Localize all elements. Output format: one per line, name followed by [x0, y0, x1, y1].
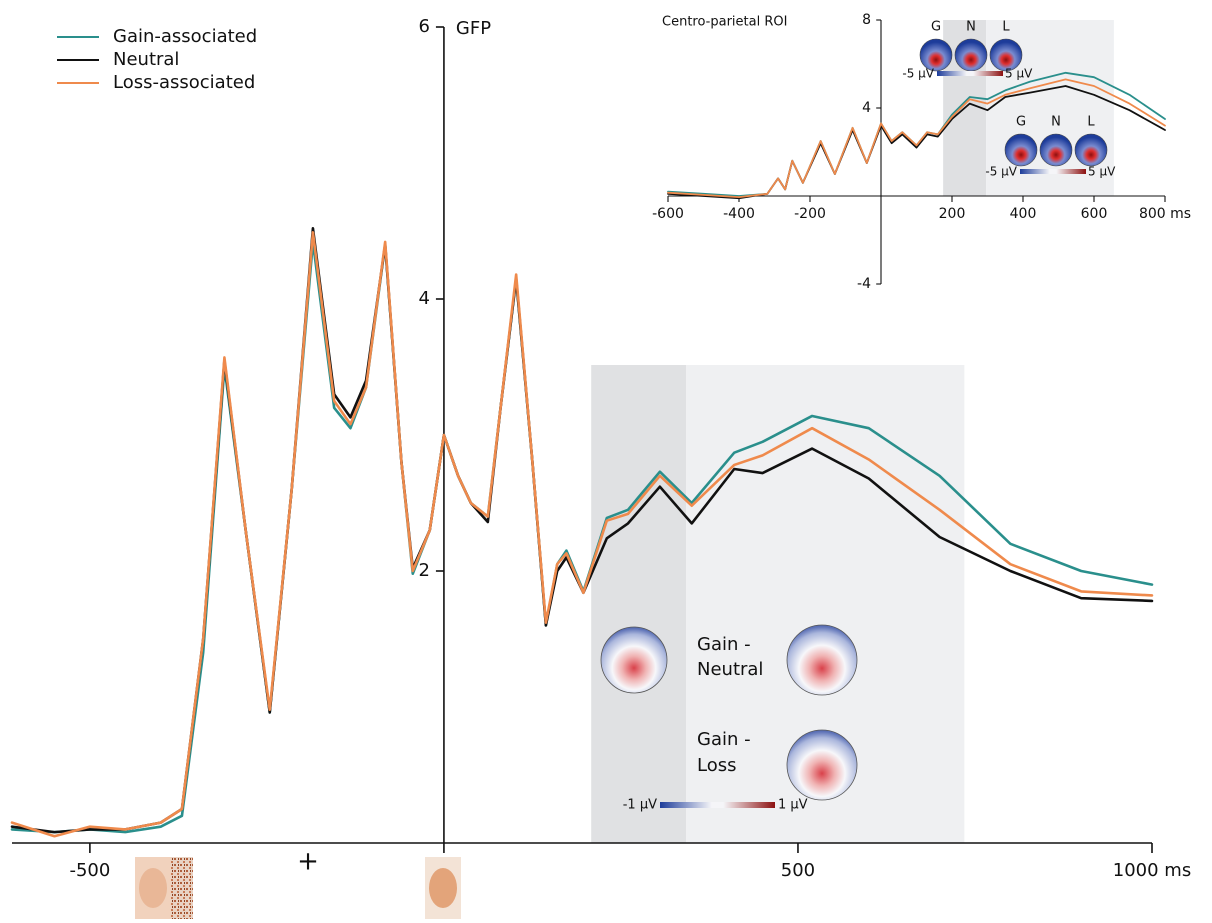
topomap: [787, 625, 857, 695]
analysis-window: [591, 365, 686, 843]
colorbar-label: -5 µV: [985, 165, 1017, 179]
series-line: [12, 228, 1152, 832]
annotation: Gain -: [697, 729, 751, 750]
y-tick-label: 4: [418, 288, 429, 309]
page: {"chart_data": [ {"type": "line", "y_lab…: [0, 0, 1212, 919]
series-line: [12, 232, 1152, 836]
colorbar: [660, 802, 775, 808]
condition-label: G: [1016, 115, 1026, 130]
x-tick-label: -200: [794, 206, 826, 222]
colorbar: [937, 71, 1003, 76]
condition-label: L: [1087, 115, 1095, 130]
y-tick-label: -4: [857, 276, 871, 292]
x-tick-label: 500: [781, 860, 815, 881]
y-axis-label: GFP: [456, 18, 491, 39]
annotation: Neutral: [697, 659, 763, 680]
x-tick-label: 1000 ms: [1113, 860, 1191, 881]
colorbar-label: -1 µV: [623, 798, 657, 813]
legend-label: Loss-associated: [113, 72, 255, 93]
y-tick-label: 8: [862, 12, 871, 28]
colorbar-label: 5 µV: [1088, 165, 1116, 179]
x-tick-label: 600: [1081, 206, 1108, 222]
annotation: Loss: [697, 755, 736, 776]
x-tick-label: 400: [1010, 206, 1037, 222]
condition-label: N: [1051, 115, 1061, 130]
condition-label: N: [966, 20, 976, 35]
topomap: [1005, 134, 1037, 166]
y-tick-label: 6: [418, 16, 429, 37]
chart-title: Centro-parietal ROI: [662, 15, 787, 30]
topomap: [1040, 134, 1072, 166]
x-tick-label: -500: [69, 860, 110, 881]
fixation-cross: +: [297, 847, 319, 877]
legend-label: Gain-associated: [113, 26, 257, 47]
colorbar-label: 1 µV: [778, 798, 808, 813]
topomap: [1075, 134, 1107, 166]
face: [139, 868, 167, 908]
y-tick-label: 2: [418, 560, 429, 581]
colorbar-label: 5 µV: [1005, 67, 1033, 81]
y-tick-label: 4: [862, 100, 871, 116]
topomap: [955, 39, 987, 71]
face: [429, 868, 457, 908]
topomap: [787, 730, 857, 800]
x-tick-label: -400: [723, 206, 755, 222]
x-tick-label: -600: [652, 206, 684, 222]
x-tick-label: 200: [939, 206, 966, 222]
annotation: Gain -: [697, 634, 751, 655]
x-tick-label: 800 ms: [1139, 206, 1191, 222]
figure: -5005001000 ms246GFPGain-associatedNeutr…: [0, 0, 1212, 919]
topomap: [601, 627, 667, 693]
condition-label: G: [931, 20, 941, 35]
colorbar: [1020, 169, 1086, 174]
series-line: [12, 242, 1152, 832]
legend-label: Neutral: [113, 49, 179, 70]
condition-label: L: [1002, 20, 1010, 35]
colorbar-label: -5 µV: [902, 67, 934, 81]
